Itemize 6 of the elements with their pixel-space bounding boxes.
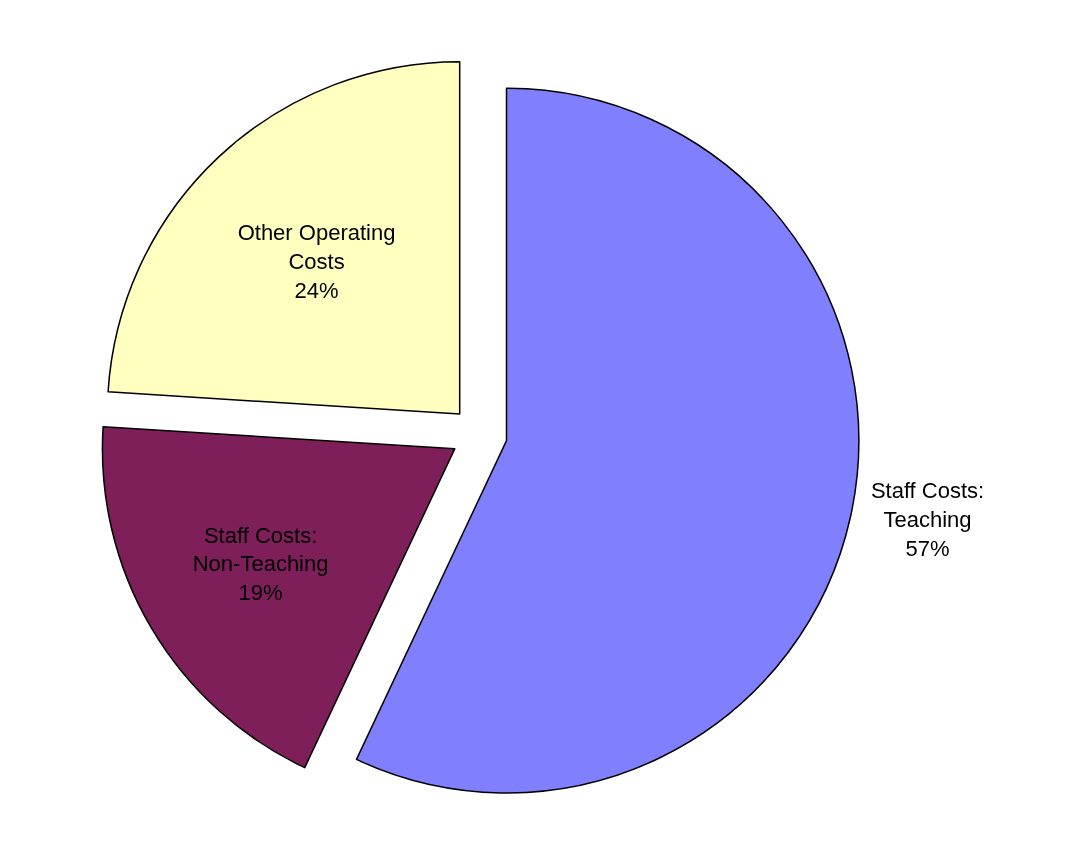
- slice-label: Staff Costs: Non-Teaching: [192, 522, 329, 577]
- data-label: 19%: [238, 579, 283, 605]
- slice-label: Other Operating Costs: [237, 220, 396, 274]
- data-label: 24%: [294, 277, 339, 303]
- slice-label: Staff Costs: Teaching: [870, 478, 985, 532]
- data-label: 57%: [905, 535, 950, 561]
